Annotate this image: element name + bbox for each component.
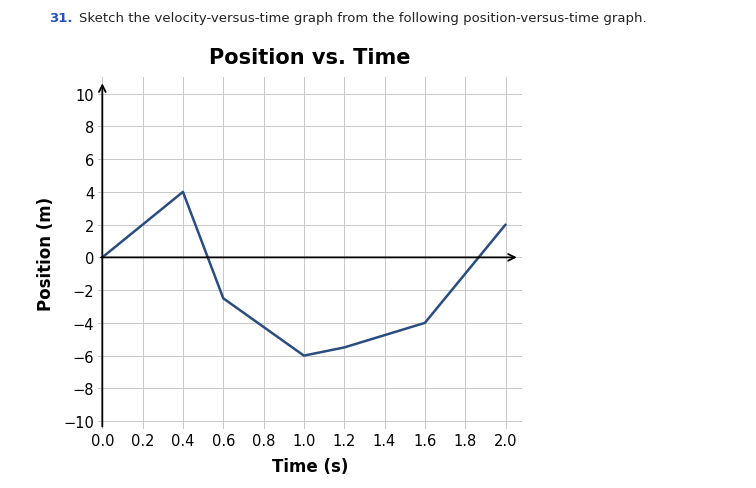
X-axis label: Time (s): Time (s) bbox=[271, 457, 349, 475]
Text: Sketch the velocity-versus-time graph from the following position-versus-time gr: Sketch the velocity-versus-time graph fr… bbox=[79, 12, 647, 25]
Title: Position vs. Time: Position vs. Time bbox=[209, 48, 411, 68]
Y-axis label: Position (m): Position (m) bbox=[37, 197, 55, 311]
Text: 31.: 31. bbox=[49, 12, 73, 25]
